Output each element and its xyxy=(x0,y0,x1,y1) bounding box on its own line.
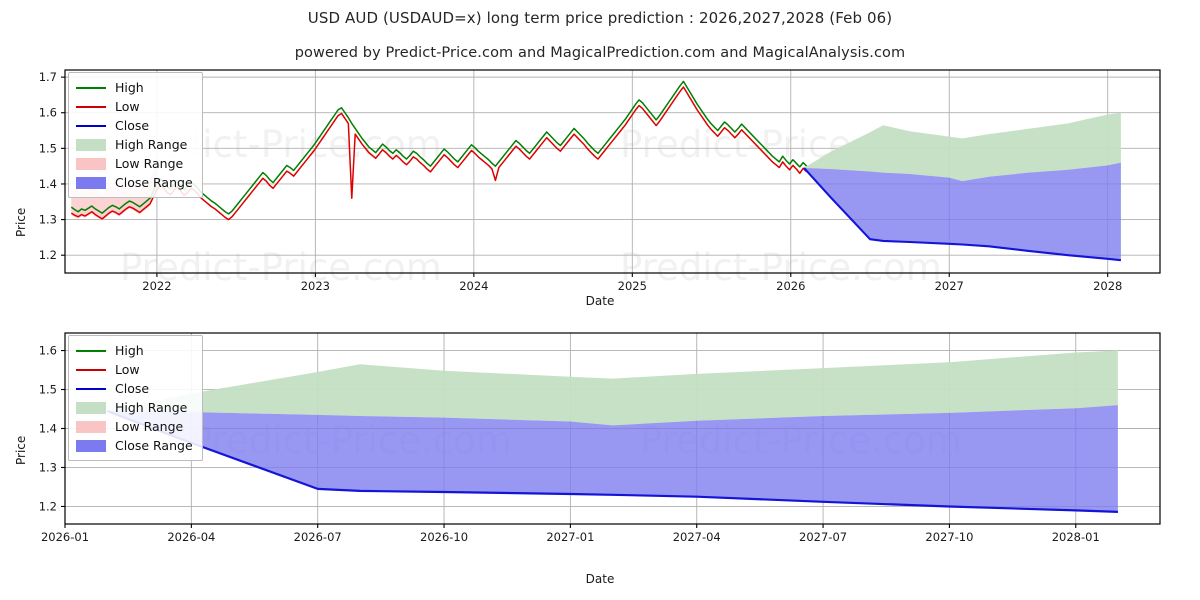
legend-swatch-icon xyxy=(76,439,106,453)
svg-text:2027-07: 2027-07 xyxy=(799,530,847,544)
x-axis-label-top: Date xyxy=(585,294,615,308)
legend-swatch-icon xyxy=(76,100,106,114)
svg-text:2025: 2025 xyxy=(618,279,647,293)
svg-text:1.4: 1.4 xyxy=(39,422,57,436)
y-axis-label-bottom: Price xyxy=(14,435,28,465)
legend-top[interactable]: High Low Close High Range Low Range Close Ran… xyxy=(68,72,203,198)
legend-item-label: Low xyxy=(115,361,140,377)
legend-item-label: Close xyxy=(115,380,150,396)
legend-item-low[interactable]: Low xyxy=(76,97,193,116)
legend-swatch-icon xyxy=(76,81,106,95)
svg-text:1.2: 1.2 xyxy=(39,499,57,513)
svg-text:2026-10: 2026-10 xyxy=(420,530,468,544)
svg-text:2027-10: 2027-10 xyxy=(925,530,973,544)
legend-swatch-icon xyxy=(76,420,106,434)
svg-text:1.2: 1.2 xyxy=(39,248,57,262)
legend-item-close-range[interactable]: Close Range xyxy=(76,436,193,455)
legend-swatch-icon xyxy=(76,344,106,358)
legend-item-label: Close Range xyxy=(115,174,193,190)
legend-swatch-icon xyxy=(76,382,106,396)
x-axis-label-bottom: Date xyxy=(585,572,615,586)
legend-item-label: High Range xyxy=(115,399,188,415)
svg-text:2028-01: 2028-01 xyxy=(1052,530,1100,544)
legend-item-label: Low Range xyxy=(115,155,184,171)
chart-top-panel: Predict-Price.com Predict-Price.com Predic… xyxy=(0,62,1200,312)
legend-item-close[interactable]: Close xyxy=(76,116,193,135)
svg-text:1.3: 1.3 xyxy=(39,213,57,227)
svg-text:1.5: 1.5 xyxy=(39,141,57,155)
legend-item-low-range[interactable]: Low Range xyxy=(76,154,193,173)
legend-item-label: High xyxy=(115,79,144,95)
legend-bottom[interactable]: High Low Close High Range Low Range Close Ran… xyxy=(68,335,203,461)
legend-swatch-icon xyxy=(76,138,106,152)
page-title: USD AUD (USDAUD=x) long term price predi… xyxy=(307,9,893,27)
legend-item-high-range[interactable]: High Range xyxy=(76,398,193,417)
svg-text:Predict-Price.com: Predict-Price.com xyxy=(620,246,942,289)
svg-text:2028: 2028 xyxy=(1093,279,1122,293)
legend-item-close[interactable]: Close xyxy=(76,379,193,398)
legend-item-label: Close xyxy=(115,117,150,133)
svg-text:2026-04: 2026-04 xyxy=(167,530,215,544)
legend-swatch-icon xyxy=(76,119,106,133)
svg-text:2022: 2022 xyxy=(142,279,171,293)
svg-text:1.7: 1.7 xyxy=(39,70,57,84)
svg-text:1.4: 1.4 xyxy=(39,177,57,191)
legend-swatch-icon xyxy=(76,157,106,171)
svg-text:1.6: 1.6 xyxy=(39,344,57,358)
legend-swatch-icon xyxy=(76,401,106,415)
legend-item-label: High Range xyxy=(115,136,188,152)
svg-text:2026: 2026 xyxy=(776,279,805,293)
svg-text:2024: 2024 xyxy=(459,279,488,293)
legend-item-close-range[interactable]: Close Range xyxy=(76,173,193,192)
legend-item-label: Close Range xyxy=(115,437,193,453)
svg-text:1.6: 1.6 xyxy=(39,106,57,120)
legend-item-high[interactable]: High xyxy=(76,341,193,360)
legend-swatch-icon xyxy=(76,363,106,377)
svg-text:2027-04: 2027-04 xyxy=(673,530,721,544)
legend-item-label: Low xyxy=(115,98,140,114)
legend-item-low[interactable]: Low xyxy=(76,360,193,379)
legend-item-label: High xyxy=(115,342,144,358)
svg-text:1.5: 1.5 xyxy=(39,383,57,397)
chart-bottom-panel: Predict-Price.comPredict-Price.com1.21.3… xyxy=(0,325,1200,595)
page-subtitle: powered by Predict-Price.com and Magical… xyxy=(294,45,906,61)
chart-top-plot: Predict-Price.com Predict-Price.comPredic… xyxy=(39,69,1161,293)
svg-text:2026-01: 2026-01 xyxy=(41,530,89,544)
svg-text:2027-01: 2027-01 xyxy=(546,530,594,544)
legend-item-high[interactable]: High xyxy=(76,78,193,97)
legend-swatch-icon xyxy=(76,176,106,190)
svg-text:Predict-Price.com: Predict-Price.com xyxy=(120,246,442,289)
svg-text:1.3: 1.3 xyxy=(39,460,57,474)
chart-bottom-plot: Predict-Price.comPredict-Price.com1.21.3… xyxy=(39,332,1161,544)
y-axis-label-top: Price xyxy=(14,207,28,237)
svg-text:2023: 2023 xyxy=(301,279,330,293)
legend-item-low-range[interactable]: Low Range xyxy=(76,417,193,436)
legend-item-label: Low Range xyxy=(115,418,184,434)
svg-text:2027: 2027 xyxy=(935,279,964,293)
svg-text:2026-07: 2026-07 xyxy=(294,530,342,544)
legend-item-high-range[interactable]: High Range xyxy=(76,135,193,154)
